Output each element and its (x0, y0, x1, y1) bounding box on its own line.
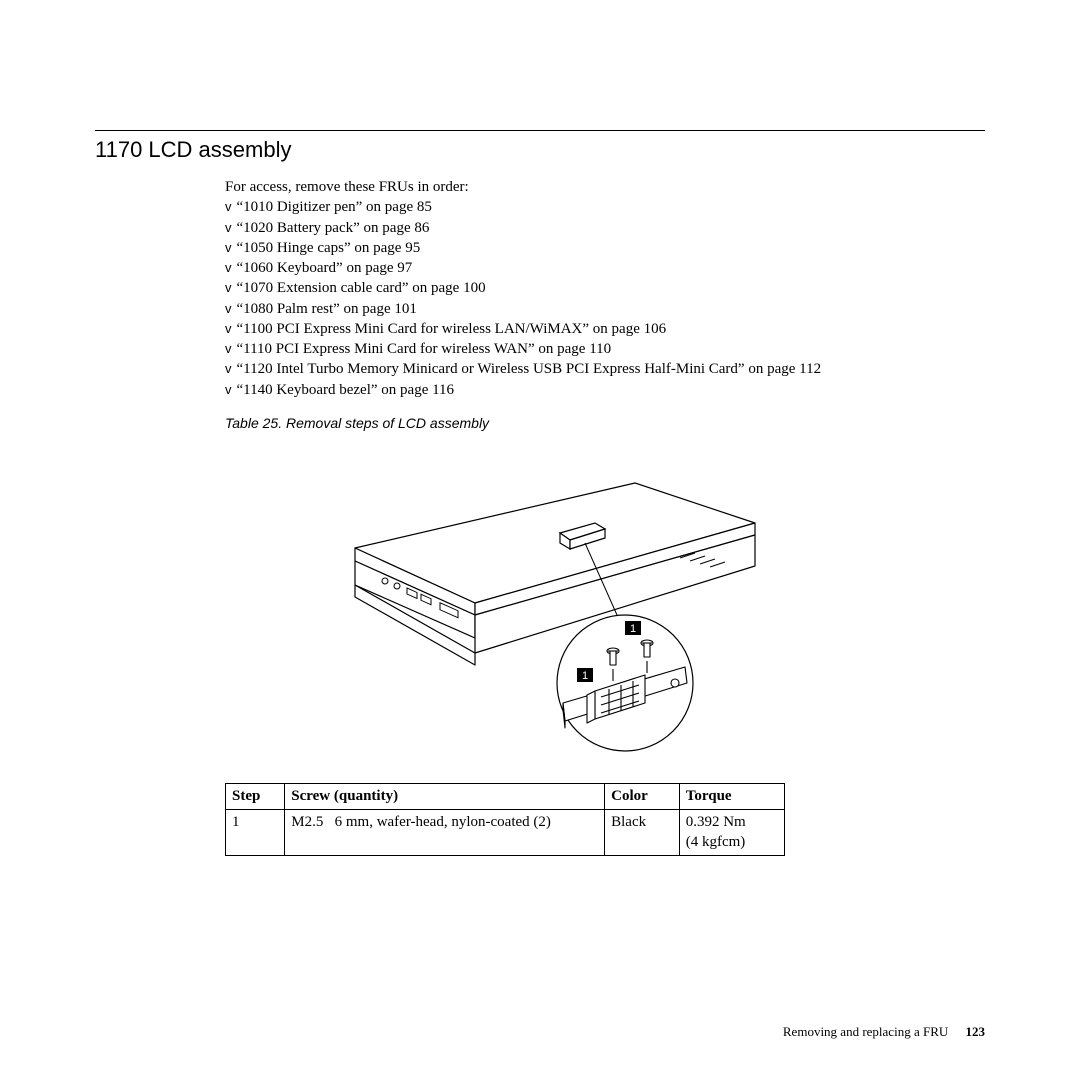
list-item-label: “1120 Intel Turbo Memory Minicard or Wir… (237, 361, 822, 377)
callout-label: 1 (630, 623, 636, 635)
list-item: v“1020 Battery pack” on page 86 (225, 218, 845, 238)
top-rule (95, 130, 985, 131)
list-item: v“1010 Digitizer pen” on page 85 (225, 197, 845, 217)
list-item: v“1140 Keyboard bezel” on page 116 (225, 380, 845, 400)
list-item: v“1110 PCI Express Mini Card for wireles… (225, 339, 845, 359)
bullet-icon: v (225, 260, 237, 275)
section-title: 1170 LCD assembly (95, 137, 985, 163)
intro-line: For access, remove these FRUs in order: (225, 177, 845, 197)
list-item: v“1070 Extension cable card” on page 100 (225, 278, 845, 298)
page-footer: Removing and replacing a FRU 123 (783, 1024, 985, 1040)
callout-label: 1 (582, 670, 588, 682)
bullet-icon: v (225, 199, 237, 214)
list-item: v“1120 Intel Turbo Memory Minicard or Wi… (225, 359, 845, 379)
fru-list: v“1010 Digitizer pen” on page 85 v“1020 … (225, 197, 845, 400)
list-item-label: “1020 Battery pack” on page 86 (237, 220, 430, 236)
bullet-icon: v (225, 240, 237, 255)
bullet-icon: v (225, 361, 237, 376)
table-row: 1 M2.5 6 mm, wafer-head, nylon-coated (2… (226, 809, 785, 856)
list-item-label: “1080 Palm rest” on page 101 (237, 301, 417, 317)
list-item-label: “1070 Extension cable card” on page 100 (237, 280, 486, 296)
list-item-label: “1050 Hinge caps” on page 95 (237, 240, 421, 256)
bullet-icon: v (225, 382, 237, 397)
list-item-label: “1060 Keyboard” on page 97 (237, 260, 413, 276)
bullet-icon: v (225, 341, 237, 356)
cell-torque: 0.392 Nm (4 kgfcm) (679, 809, 784, 856)
screw-table: Step Screw (quantity) Color Torque 1 M2.… (225, 783, 785, 857)
bullet-icon: v (225, 321, 237, 336)
col-color: Color (605, 783, 680, 809)
assembly-svg: 1 1 (225, 453, 845, 753)
bullet-icon: v (225, 220, 237, 235)
footer-text: Removing and replacing a FRU (783, 1024, 948, 1039)
table-caption: Table 25. Removal steps of LCD assembly (225, 414, 845, 433)
list-item-label: “1140 Keyboard bezel” on page 116 (237, 382, 455, 398)
col-screw: Screw (quantity) (285, 783, 605, 809)
cell-color: Black (605, 809, 680, 856)
table-header-row: Step Screw (quantity) Color Torque (226, 783, 785, 809)
list-item-label: “1100 PCI Express Mini Card for wireless… (237, 321, 667, 337)
bullet-icon: v (225, 280, 237, 295)
list-item: v“1080 Palm rest” on page 101 (225, 299, 845, 319)
col-torque: Torque (679, 783, 784, 809)
page-number: 123 (952, 1024, 986, 1039)
torque-line1: 0.392 Nm (686, 814, 746, 830)
page: 1170 LCD assembly For access, remove the… (0, 0, 1080, 1080)
assembly-diagram: 1 1 (225, 453, 845, 753)
list-item: v“1060 Keyboard” on page 97 (225, 258, 845, 278)
cell-screw: M2.5 6 mm, wafer-head, nylon-coated (2) (285, 809, 605, 856)
list-item-label: “1010 Digitizer pen” on page 85 (237, 199, 432, 215)
col-step: Step (226, 783, 285, 809)
list-item: v“1050 Hinge caps” on page 95 (225, 238, 845, 258)
list-item-label: “1110 PCI Express Mini Card for wireless… (237, 341, 612, 357)
cell-step: 1 (226, 809, 285, 856)
list-item: v“1100 PCI Express Mini Card for wireles… (225, 319, 845, 339)
torque-line2: (4 kgfcm) (686, 834, 746, 850)
bullet-icon: v (225, 301, 237, 316)
body-block: For access, remove these FRUs in order: … (225, 177, 845, 856)
